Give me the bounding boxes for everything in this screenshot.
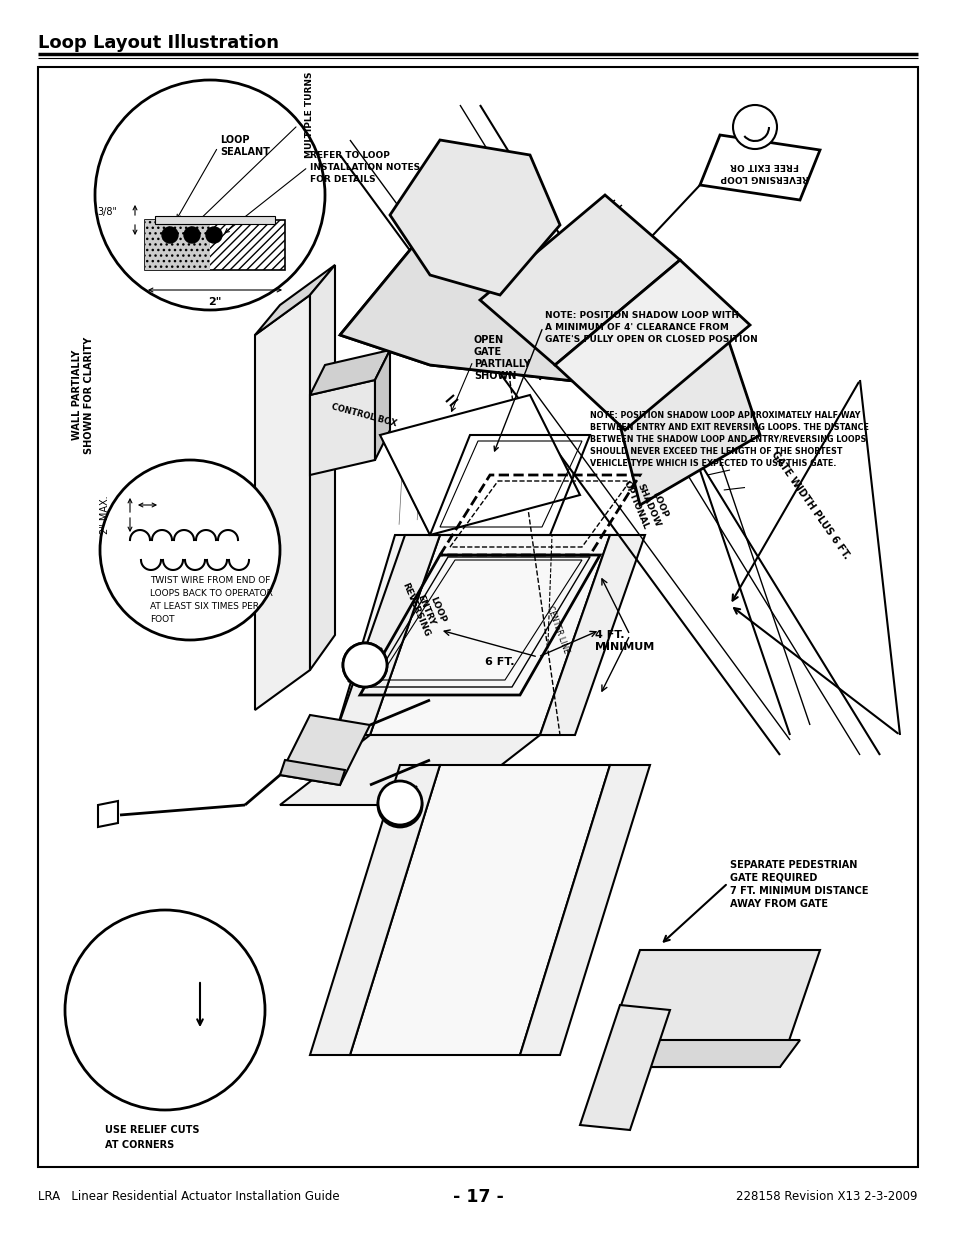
Text: SEALANT: SEALANT: [220, 147, 270, 157]
Text: SHADOW: SHADOW: [636, 482, 661, 529]
Text: LRA   Linear Residential Actuator Installation Guide: LRA Linear Residential Actuator Installa…: [38, 1191, 339, 1203]
Text: AWAY FROM GATE: AWAY FROM GATE: [729, 899, 827, 909]
Text: MULTIPLE TURNS: MULTIPLE TURNS: [305, 72, 314, 158]
Text: Loop Layout Illustration: Loop Layout Illustration: [38, 35, 278, 52]
Text: LOOPS BACK TO OPERATOR: LOOPS BACK TO OPERATOR: [150, 589, 273, 598]
Polygon shape: [609, 285, 679, 385]
Text: BETWEEN THE SHADOW LOOP AND ENTRY/REVERSING LOOPS: BETWEEN THE SHADOW LOOP AND ENTRY/REVERS…: [589, 435, 865, 443]
Text: - 17 -: - 17 -: [452, 1188, 503, 1207]
Text: 6 FT.: 6 FT.: [485, 657, 515, 667]
Polygon shape: [510, 535, 619, 735]
Text: NOTE: POSITION SHADOW LOOP APPROXIMATELY HALF WAY: NOTE: POSITION SHADOW LOOP APPROXIMATELY…: [589, 410, 860, 420]
Polygon shape: [599, 950, 820, 1067]
Text: USE RELIEF CUTS: USE RELIEF CUTS: [105, 1125, 199, 1135]
Circle shape: [343, 643, 387, 687]
Polygon shape: [310, 350, 390, 395]
Polygon shape: [539, 535, 644, 735]
Text: FOR DETAILS: FOR DETAILS: [310, 174, 375, 184]
Polygon shape: [310, 380, 375, 475]
Text: AT LEAST SIX TIMES PER: AT LEAST SIX TIMES PER: [150, 601, 258, 610]
Text: 7 FT. MINIMUM DISTANCE: 7 FT. MINIMUM DISTANCE: [729, 885, 867, 897]
Text: FOOT: FOOT: [150, 615, 174, 624]
Text: ENTRY: ENTRY: [415, 593, 436, 627]
Text: GATE WIDTH PLUS 6 FT.: GATE WIDTH PLUS 6 FT.: [768, 450, 850, 561]
Polygon shape: [280, 715, 370, 785]
Polygon shape: [519, 764, 649, 1055]
Polygon shape: [390, 140, 559, 295]
Circle shape: [206, 227, 222, 243]
Text: MINIMUM: MINIMUM: [595, 642, 654, 652]
Circle shape: [377, 783, 421, 827]
Text: A MINIMUM OF 4' CLEARANCE FROM: A MINIMUM OF 4' CLEARANCE FROM: [544, 322, 728, 331]
Text: GATE'S FULLY OPEN OR CLOSED POSITION: GATE'S FULLY OPEN OR CLOSED POSITION: [544, 335, 757, 343]
Polygon shape: [254, 266, 335, 335]
Text: LOOP: LOOP: [220, 135, 250, 144]
Text: 3/8": 3/8": [97, 207, 117, 217]
Circle shape: [184, 227, 200, 243]
Text: REVERSING LOOP: REVERSING LOOP: [720, 173, 808, 182]
Text: SHOWN FOR CLARITY: SHOWN FOR CLARITY: [84, 336, 94, 453]
Polygon shape: [609, 315, 760, 505]
Text: 4 FT.: 4 FT.: [595, 630, 624, 640]
Text: FREE EXIT OR: FREE EXIT OR: [730, 161, 799, 169]
Text: LOOP: LOOP: [649, 490, 668, 520]
Text: SHOWN: SHOWN: [474, 370, 516, 382]
Text: GATE: GATE: [474, 347, 501, 357]
Circle shape: [162, 227, 178, 243]
Text: SHOULD NEVER EXCEED THE LENGTH OF THE SHORTEST: SHOULD NEVER EXCEED THE LENGTH OF THE SH…: [589, 447, 841, 456]
Polygon shape: [599, 1040, 800, 1067]
Polygon shape: [370, 535, 609, 735]
Text: WALL PARTIALLY: WALL PARTIALLY: [71, 350, 82, 440]
Text: PARTIALLY: PARTIALLY: [474, 359, 530, 369]
Bar: [38, 67, 917, 1167]
Polygon shape: [375, 350, 390, 459]
Circle shape: [65, 910, 265, 1110]
Circle shape: [95, 80, 325, 310]
Bar: [145, 220, 285, 270]
Polygon shape: [700, 135, 820, 200]
Text: 2": 2": [208, 296, 221, 308]
Text: BETWEEN ENTRY AND EXIT REVERSING LOOPS. THE DISTANCE: BETWEEN ENTRY AND EXIT REVERSING LOOPS. …: [589, 422, 868, 431]
Text: INSTALLATION NOTES: INSTALLATION NOTES: [310, 163, 419, 172]
Text: CONTROL BOX: CONTROL BOX: [330, 401, 396, 429]
Polygon shape: [280, 760, 345, 785]
Polygon shape: [280, 735, 539, 805]
Polygon shape: [339, 165, 609, 385]
Polygon shape: [555, 261, 749, 430]
Polygon shape: [379, 395, 579, 535]
Text: REVERSING: REVERSING: [399, 582, 431, 638]
Circle shape: [100, 459, 280, 640]
Text: TWIST WIRE FROM END OF: TWIST WIRE FROM END OF: [150, 576, 270, 584]
Text: CENTER LINE: CENTER LINE: [544, 605, 570, 655]
Text: LOOP: LOOP: [428, 595, 447, 625]
Text: OPTIONAL: OPTIONAL: [621, 479, 650, 531]
Polygon shape: [335, 535, 430, 735]
Polygon shape: [579, 1005, 669, 1130]
Circle shape: [377, 781, 421, 825]
Bar: [145, 220, 210, 270]
Text: VEHICLE TYPE WHICH IS EXPECTED TO USE THIS GATE.: VEHICLE TYPE WHICH IS EXPECTED TO USE TH…: [589, 458, 836, 468]
Polygon shape: [479, 195, 679, 366]
Text: 228158 Revision X13 2-3-2009: 228158 Revision X13 2-3-2009: [736, 1191, 917, 1203]
Text: SEPARATE PEDESTRIAN: SEPARATE PEDESTRIAN: [729, 860, 857, 869]
Text: GATE REQUIRED: GATE REQUIRED: [729, 873, 817, 883]
Text: REFER TO LOOP: REFER TO LOOP: [310, 151, 390, 159]
Polygon shape: [310, 266, 335, 671]
Polygon shape: [335, 535, 439, 735]
Polygon shape: [350, 764, 609, 1055]
Text: AT CORNERS: AT CORNERS: [105, 1140, 174, 1150]
Circle shape: [343, 643, 387, 687]
Text: NOTE: POSITION SHADOW LOOP WITH: NOTE: POSITION SHADOW LOOP WITH: [544, 310, 739, 320]
Text: 2" MAX.: 2" MAX.: [100, 495, 110, 535]
Polygon shape: [310, 764, 439, 1055]
Circle shape: [732, 105, 776, 149]
Bar: [154, 216, 274, 224]
Polygon shape: [254, 295, 310, 710]
Polygon shape: [98, 802, 118, 827]
Text: OPEN: OPEN: [474, 335, 503, 345]
